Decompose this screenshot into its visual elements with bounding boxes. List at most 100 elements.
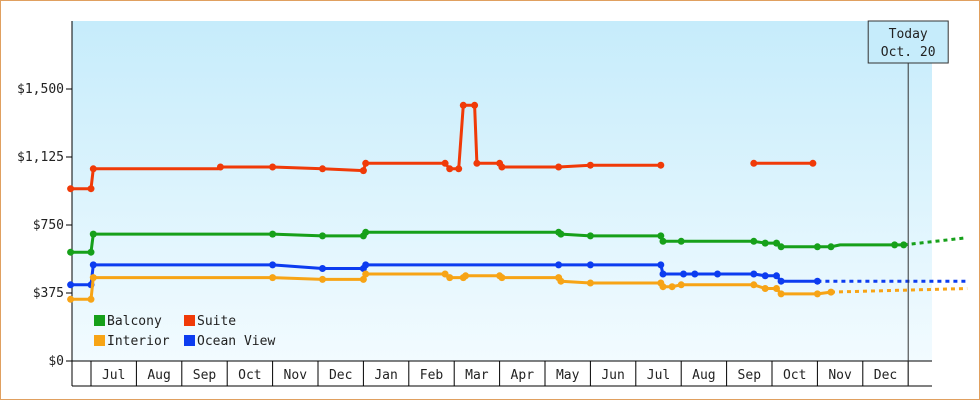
series-projection-balcony [903,236,968,247]
data-point-ocean-view [586,261,594,269]
x-tick-label: Jan [374,368,397,383]
x-tick-label: Oct [783,368,806,383]
data-point-balcony [891,241,899,249]
x-axis: Jul Aug Sep Oct Nov Dec Jan Feb Mar Apr May Jun Jul A… [72,360,932,387]
data-point-suite [362,159,370,167]
data-point-suite [87,185,95,193]
today-label-line2: Oct. 20 [881,45,936,60]
data-point-interior [668,283,676,291]
data-point-interior [659,283,667,291]
y-tick-label: $1,125 [17,150,64,165]
data-point-suite [498,163,506,171]
x-tick-label: Apr [511,368,535,383]
data-point-ocean-view [319,265,326,272]
series-suite [67,101,817,193]
data-point-ocean-view [773,272,780,280]
data-point-interior [813,290,821,298]
data-point-ocean-view [67,281,75,289]
data-point-suite [459,101,467,109]
data-point-ocean-view [657,261,665,269]
data-point-balcony [813,243,821,251]
data-point-interior [498,274,506,282]
legend: Balcony Suite Interior Ocean View [94,314,275,349]
data-point-interior [777,290,785,298]
data-point-ocean-view [777,277,785,285]
x-tick-label: Sep [193,368,217,383]
data-point-interior [362,270,370,278]
legend-label-interior: Interior [107,334,170,349]
data-point-interior [827,288,835,296]
x-tick-label: Aug [692,368,715,383]
x-tick-label: Jul [647,368,670,383]
data-point-balcony [677,237,685,245]
data-point-suite [473,159,481,167]
data-point-interior [462,272,470,280]
legend-swatch-suite [184,315,195,326]
data-point-ocean-view [691,270,699,278]
plot-background [72,21,932,361]
data-point-suite [586,161,594,169]
legend-item-balcony: Balcony [94,314,162,329]
legend-item-suite: Suite [184,314,236,329]
x-tick-label: Mar [465,368,489,383]
series-balcony [67,228,968,256]
data-point-interior [89,274,97,282]
y-tick-label: $750 [33,218,64,233]
x-tick-label: Oct [238,368,261,383]
data-point-suite [67,185,75,193]
data-point-suite [471,101,479,109]
data-point-balcony [319,232,326,240]
data-point-suite [455,165,463,173]
y-axis: $0 $375 $750 $1,125 $1,500 [17,21,73,386]
data-point-interior [67,295,75,303]
data-point-suite [89,165,97,173]
data-point-balcony [362,228,370,236]
data-point-suite [750,159,758,167]
data-point-suite [441,159,449,167]
data-point-ocean-view [680,270,687,278]
data-point-interior [761,285,769,292]
data-point-balcony [777,243,785,251]
data-point-ocean-view [761,272,769,280]
x-tick-label: Dec [874,368,897,383]
data-point-interior [269,274,277,282]
data-point-interior [557,277,565,285]
series-projection-interior [830,287,968,294]
data-point-balcony [269,230,277,238]
data-point-interior [773,285,780,292]
legend-swatch-balcony [94,315,105,326]
data-point-balcony [657,232,665,240]
data-point-balcony [557,230,565,238]
data-point-suite [359,167,367,175]
data-point-ocean-view [362,261,370,269]
y-tick-label: $1,500 [17,82,64,97]
data-point-interior [586,279,594,287]
data-point-balcony [659,237,667,245]
series-interior [67,270,968,303]
data-point-suite [216,163,224,171]
data-point-interior [750,281,758,289]
x-tick-label: Aug [147,368,170,383]
data-point-ocean-view [714,270,721,278]
series-layer [67,101,968,303]
data-point-suite [555,163,563,171]
x-tick-label: Dec [329,368,352,383]
today-label-line1: Today [889,27,928,42]
legend-label-suite: Suite [197,314,236,329]
legend-swatch-interior [94,335,105,346]
data-point-balcony [87,248,95,256]
y-tick-label: $0 [48,354,64,369]
data-point-balcony [761,239,769,247]
data-point-balcony [827,243,835,251]
x-tick-label: Jul [102,368,125,383]
data-point-balcony [900,241,908,249]
series-ocean-view [67,261,968,289]
data-point-ocean-view [89,261,97,269]
legend-swatch-ocean-view [184,335,195,346]
data-point-balcony [586,232,594,240]
data-point-interior [87,295,95,303]
today-marker: Today Oct. 20 [867,20,949,386]
data-point-interior [677,281,685,289]
data-point-ocean-view [555,261,563,269]
